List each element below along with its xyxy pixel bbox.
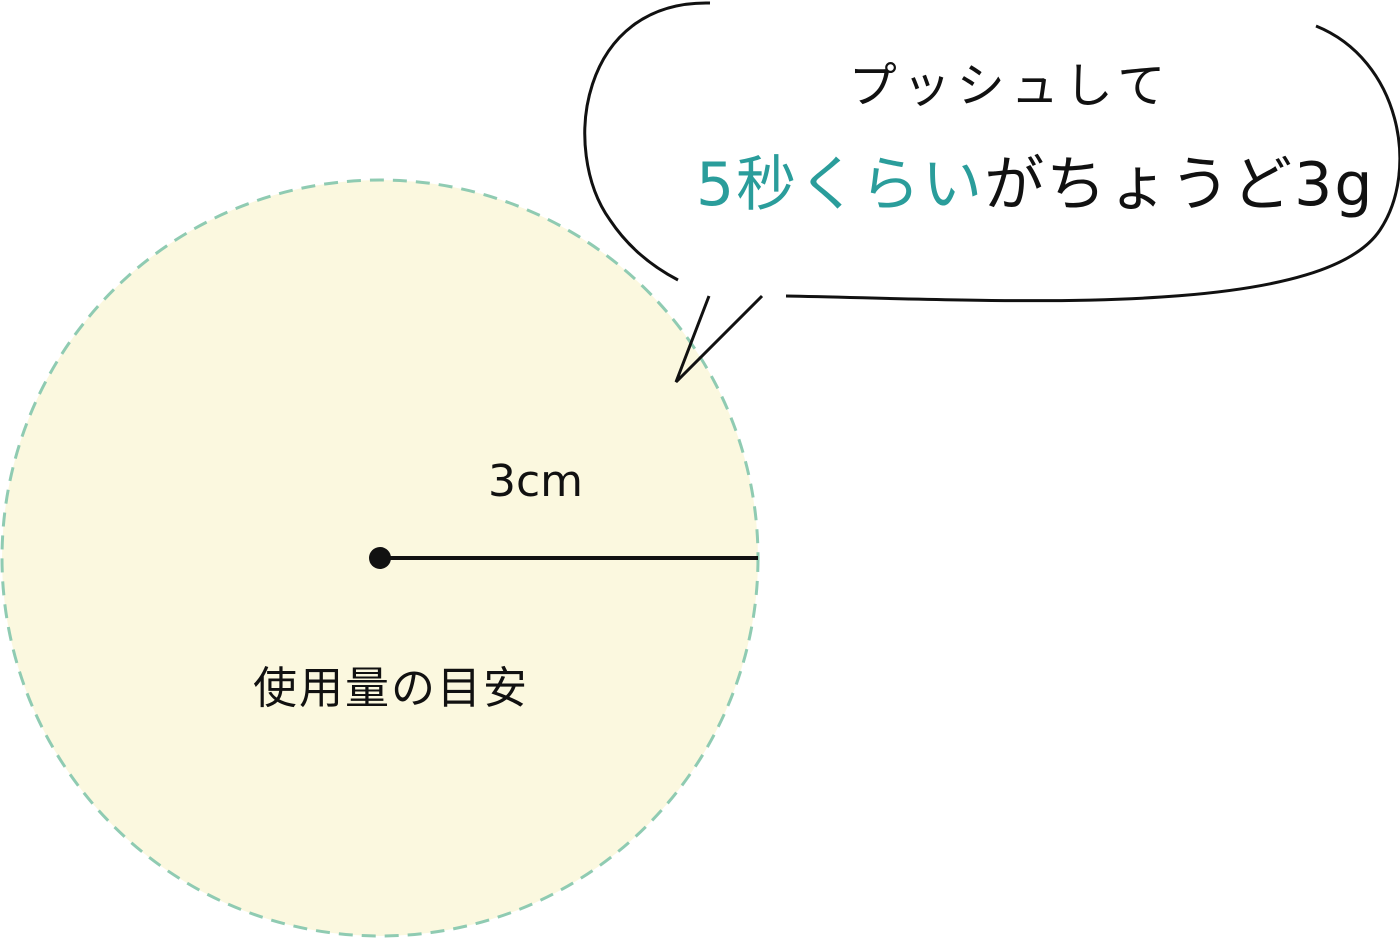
speech-bubble-right-arc: [785, 24, 1400, 303]
bubble-rest-text: がちょうど3g: [984, 150, 1375, 220]
speech-bubble-tail: [674, 294, 764, 384]
bubble-highlight-text: 5秒くらい: [696, 150, 985, 220]
radius-label: 3cm: [488, 456, 584, 507]
bubble-text-line1: プッシュして: [848, 58, 1172, 114]
center-dot: [369, 547, 391, 569]
speech-bubble-left-arc: [583, 1, 711, 282]
usage-guide-caption: 使用量の目安: [253, 663, 529, 714]
bubble-text-line2: 5秒くらいがちょうど3g: [696, 155, 1372, 215]
